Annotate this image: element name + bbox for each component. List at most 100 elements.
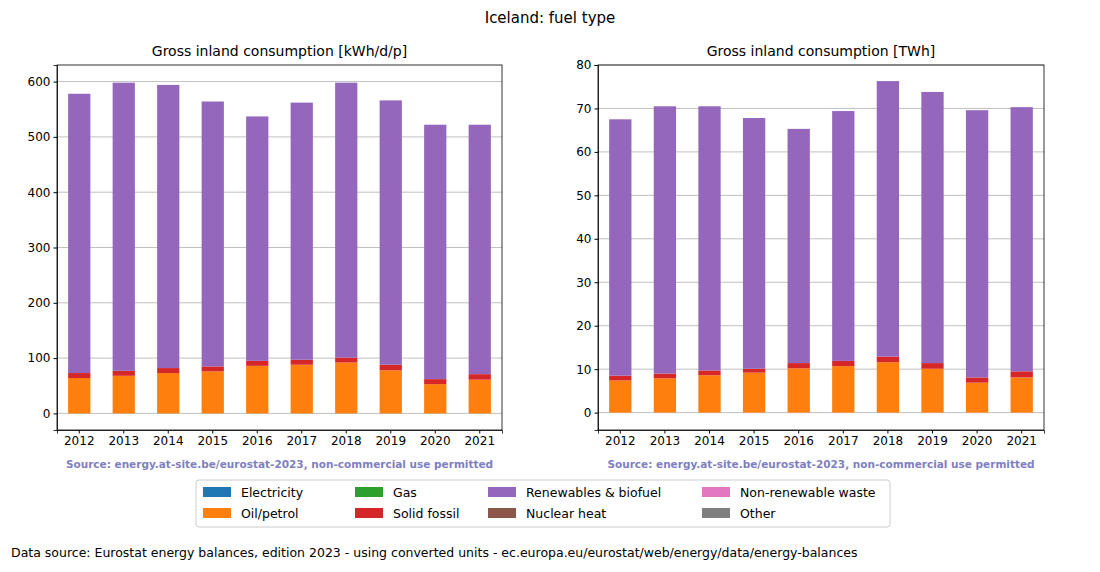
bar <box>921 92 943 363</box>
bar <box>877 412 899 413</box>
y-tick: 200 <box>28 296 57 310</box>
figure: Iceland: fuel type0100200300400500600201… <box>0 0 1100 572</box>
bar <box>202 413 224 414</box>
x-tick-label: 2021 <box>464 434 495 448</box>
x-tick-mark <box>1021 430 1022 434</box>
subplot: 0102030405060708020122013201420152016201… <box>576 43 1044 470</box>
bar <box>380 370 402 413</box>
bar <box>743 373 765 413</box>
x-tick-label: 2013 <box>108 434 139 448</box>
y-tick-mark <box>595 369 599 370</box>
bar <box>202 413 224 414</box>
bar <box>743 412 765 413</box>
bar <box>654 412 676 413</box>
bar <box>966 412 988 413</box>
bar <box>68 378 90 413</box>
x-tick-mark <box>479 430 480 434</box>
grid <box>57 82 502 414</box>
x-tick: 2017 <box>286 430 317 448</box>
legend-entry: Non-renewable waste <box>702 485 876 500</box>
x-tick-mark <box>123 430 124 434</box>
y-tick-mark <box>595 152 599 153</box>
x-tick: 2016 <box>242 430 273 448</box>
y-tick: 0 <box>584 406 598 420</box>
bar <box>113 371 135 376</box>
legend-swatch <box>702 487 730 497</box>
bar <box>68 373 90 378</box>
y-tick: 80 <box>576 58 598 72</box>
y-tick: 600 <box>28 75 57 89</box>
legend-swatch <box>203 487 231 497</box>
y-tick-mark <box>595 65 599 66</box>
x-tick: 2018 <box>331 430 362 448</box>
bar <box>380 413 402 414</box>
y-tick-label: 20 <box>576 319 591 333</box>
chart-title: Gross inland consumption [kWh/d/p] <box>152 43 407 59</box>
bar <box>291 360 313 365</box>
y-tick: 30 <box>576 276 598 290</box>
y-tick-mark <box>54 137 58 138</box>
bar <box>335 413 357 414</box>
bar <box>832 412 854 413</box>
bar <box>1011 371 1033 377</box>
x-tick-mark <box>664 430 665 434</box>
bar <box>113 83 135 371</box>
bar <box>743 118 765 369</box>
bar <box>1011 412 1033 413</box>
bar <box>380 413 402 414</box>
bar <box>424 384 446 413</box>
bar <box>654 412 676 413</box>
y-tick-mark <box>54 248 58 249</box>
bar <box>246 413 268 414</box>
bar <box>654 378 676 412</box>
bar <box>966 412 988 413</box>
subplot: 0100200300400500600201220132014201520162… <box>28 43 503 470</box>
y-tick-label: 10 <box>576 363 591 377</box>
bar <box>202 413 224 414</box>
x-tick-mark <box>212 430 213 434</box>
x-tick-mark <box>301 430 302 434</box>
y-tick-mark <box>54 358 58 359</box>
y-tick-label: 70 <box>576 102 591 116</box>
legend: ElectricityOil/petrolGasSolid fossilRene… <box>196 480 890 527</box>
x-tick: 2012 <box>64 430 95 448</box>
y-tick: 100 <box>28 351 57 365</box>
y-tick: 500 <box>28 130 57 144</box>
data-source: Data source: Eurostat energy balances, e… <box>11 545 858 560</box>
y-tick-label: 500 <box>28 130 51 144</box>
y-tick: 60 <box>576 145 598 159</box>
bar <box>698 375 720 412</box>
bar <box>877 412 899 413</box>
bar <box>246 413 268 414</box>
bar <box>877 357 899 363</box>
x-tick-label: 2015 <box>197 434 228 448</box>
bar <box>921 412 943 413</box>
y-tick-label: 80 <box>576 58 591 72</box>
x-axis: 2012201320142015201620172018201920202021 <box>599 430 1045 448</box>
x-tick: 2013 <box>108 430 139 448</box>
y-tick-label: 0 <box>43 407 51 421</box>
bar <box>291 365 313 414</box>
bar <box>469 413 491 414</box>
x-tick-label: 2020 <box>962 434 993 448</box>
x-tick: 2021 <box>464 430 495 448</box>
y-tick-mark <box>595 413 599 414</box>
bar <box>1011 107 1033 371</box>
x-tick: 2019 <box>917 430 948 448</box>
x-tick: 2015 <box>739 430 770 448</box>
bar <box>609 412 631 413</box>
legend-entry: Oil/petrol <box>203 506 299 521</box>
x-tick-label: 2015 <box>739 434 770 448</box>
y-axis: 0100200300400500600 <box>28 66 58 431</box>
bar <box>921 412 943 413</box>
bar <box>291 413 313 414</box>
bar <box>246 361 268 366</box>
x-tick-mark <box>798 430 799 434</box>
y-tick-mark <box>595 326 599 327</box>
legend-swatch <box>203 508 231 518</box>
bar <box>609 380 631 412</box>
bar <box>469 413 491 414</box>
x-tick: 2019 <box>375 430 406 448</box>
bar <box>113 376 135 414</box>
legend-label: Electricity <box>241 485 304 500</box>
